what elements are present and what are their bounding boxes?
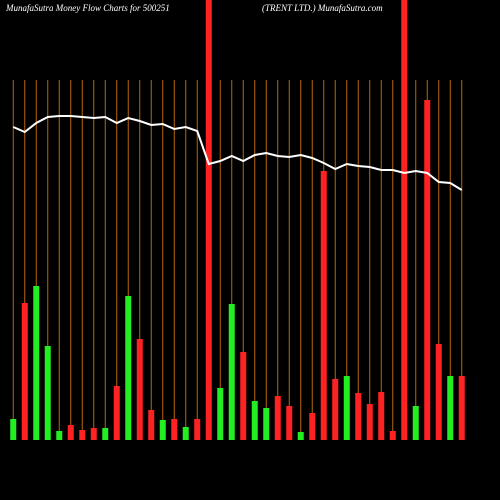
bar [125,296,132,440]
bar [159,420,166,440]
bar [33,286,40,440]
bar [424,100,431,440]
bar [251,401,258,440]
bar [240,352,247,440]
bar [228,304,235,440]
bar [44,346,51,440]
bar [309,413,316,440]
bar [21,303,28,440]
bar [217,388,224,440]
bar [113,386,120,440]
bar [90,428,97,440]
bar [274,396,281,440]
bar [194,419,201,440]
bar [458,376,465,440]
bar [343,376,350,440]
bar [297,432,304,440]
bar [366,404,373,440]
bar [378,392,385,440]
bar [56,431,63,440]
bar [10,419,17,440]
bar [389,431,396,440]
bar [447,376,454,440]
bar [102,428,109,440]
bar [205,0,212,440]
bar [136,339,143,440]
bar [67,425,74,440]
bar [435,344,442,440]
bar [171,419,178,440]
bar [320,171,327,440]
bar [148,410,155,440]
chart-title: MunafaSutra Money Flow Charts for 500251 [5,3,170,13]
bar [182,427,189,440]
bar [286,406,293,440]
chart-subtitle: (TRENT LTD.) MunafaSutra.com [262,3,383,13]
bar [412,406,419,440]
bar [79,430,86,440]
bar [355,393,362,440]
money-flow-line [12,115,463,191]
bar [263,408,270,440]
bar [401,0,408,440]
bar [332,379,339,440]
